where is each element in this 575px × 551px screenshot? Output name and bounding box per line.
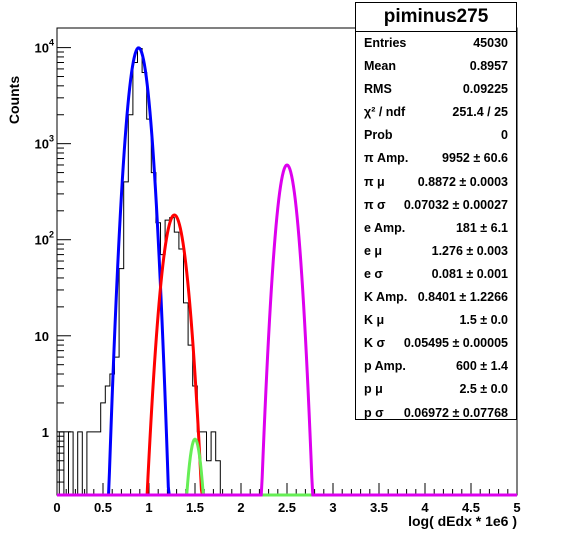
stats-label: π Amp. (364, 151, 409, 166)
x-tick-label: 4 (421, 500, 429, 515)
stats-row: χ² / ndf 251.4 / 25 (356, 101, 516, 124)
x-tick-label: 2 (237, 500, 244, 515)
stats-label: K μ (364, 313, 385, 328)
stats-row: e μ 1.276 ± 0.003 (356, 240, 516, 263)
stats-value: 2.5 ± 0.0 (459, 382, 508, 397)
stats-row: π σ 0.07032 ± 0.00027 (356, 194, 516, 217)
fit-curves (56, 46, 518, 497)
stats-row: Prob 0 (356, 124, 516, 147)
stats-label: K σ (364, 336, 386, 351)
y-tick-label: 103 (35, 134, 54, 152)
stats-value: 0.8401 ± 1.2266 (417, 290, 508, 305)
stats-row: p μ 2.5 ± 0.0 (356, 378, 516, 401)
y-tick-label: 10 (35, 329, 49, 344)
stats-row: e Amp. 181 ± 6.1 (356, 217, 516, 240)
stats-value: 0 (501, 128, 508, 143)
stats-label: e σ (364, 266, 383, 281)
stats-box: piminus275 Entries 45030 Mean 0.8957 RMS 0.09… (355, 2, 517, 420)
stats-label: e Amp. (364, 220, 406, 235)
stats-label: χ² / ndf (364, 105, 406, 120)
stats-row: K μ 1.5 ± 0.0 (356, 309, 516, 332)
x-tick-label: 1 (145, 500, 152, 515)
stats-value: 600 ± 1.4 (455, 359, 508, 374)
stats-row: π Amp. 9952 ± 60.6 (356, 147, 516, 170)
stats-row: Entries 45030 (356, 32, 516, 55)
stats-label: Mean (364, 59, 396, 74)
stats-value: 251.4 / 25 (452, 105, 508, 120)
stats-title: piminus275 (356, 3, 516, 32)
y-axis: 1 10 102 103 104 (35, 38, 71, 483)
stats-label: Prob (364, 128, 393, 143)
y-tick-label: 104 (35, 38, 54, 56)
x-tick-label: 1.5 (186, 500, 204, 515)
stats-label: K Amp. (364, 290, 408, 305)
stats-value: 0.07032 ± 0.00027 (403, 197, 508, 212)
stats-value: 181 ± 6.1 (455, 220, 508, 235)
x-tick-label: 5 (513, 500, 520, 515)
x-axis-label: log( dEdx * 1e6 ) (408, 513, 517, 529)
stats-row: p σ 0.06972 ± 0.07768 (356, 402, 516, 425)
y-tick-label: 102 (35, 230, 54, 248)
stats-value: 0.081 ± 0.001 (431, 266, 508, 281)
y-tick-label: 1 (42, 425, 49, 440)
stats-label: e μ (364, 243, 383, 258)
data-histogram (58, 47, 221, 496)
stats-row: RMS 0.09225 (356, 78, 516, 101)
stats-value: 0.8957 (469, 59, 508, 74)
stats-label: π σ (364, 197, 386, 212)
stats-value: 0.05495 ± 0.00005 (403, 336, 508, 351)
stats-label: π μ (364, 174, 385, 189)
stats-row: K Amp. 0.8401 ± 1.2266 (356, 286, 516, 309)
stats-value: 0.09225 (462, 82, 508, 97)
stats-label: RMS (364, 82, 392, 97)
stats-value: 0.06972 ± 0.07768 (403, 405, 508, 420)
stats-row: Mean 0.8957 (356, 55, 516, 78)
x-tick-label: 4.5 (462, 500, 480, 515)
y-axis-label: Counts (6, 76, 22, 124)
stats-label: p μ (364, 382, 383, 397)
stats-rows: Entries 45030 Mean 0.8957 RMS 0.09225 χ² / ndf… (356, 32, 516, 425)
x-tick-label: 3.5 (370, 500, 388, 515)
stats-value: 1.5 ± 0.0 (459, 313, 508, 328)
stats-row: p Amp. 600 ± 1.4 (356, 355, 516, 378)
stats-label: p σ (364, 405, 384, 420)
x-axis: 0 0.5 1 1.5 2 2.5 3 3.5 4 4.5 5 (53, 483, 521, 515)
stats-row: K σ 0.05495 ± 0.00005 (356, 332, 516, 355)
stats-value: 9952 ± 60.6 (442, 151, 508, 166)
stats-label: Entries (364, 36, 407, 50)
histogram-outline (58, 47, 221, 496)
x-tick-label: 3 (329, 500, 336, 515)
x-tick-label: 2.5 (278, 500, 296, 515)
stats-row: e σ 0.081 ± 0.001 (356, 263, 516, 286)
x-tick-label: 0 (53, 500, 60, 515)
stats-row: π μ 0.8872 ± 0.0003 (356, 171, 516, 194)
stats-value: 0.8872 ± 0.0003 (417, 174, 508, 189)
stats-label: p Amp. (364, 359, 406, 374)
fit-curve-4 (56, 163, 518, 497)
stats-value: 1.276 ± 0.003 (431, 243, 508, 258)
x-tick-label: 0.5 (94, 500, 112, 515)
stats-value: 45030 (473, 36, 508, 50)
